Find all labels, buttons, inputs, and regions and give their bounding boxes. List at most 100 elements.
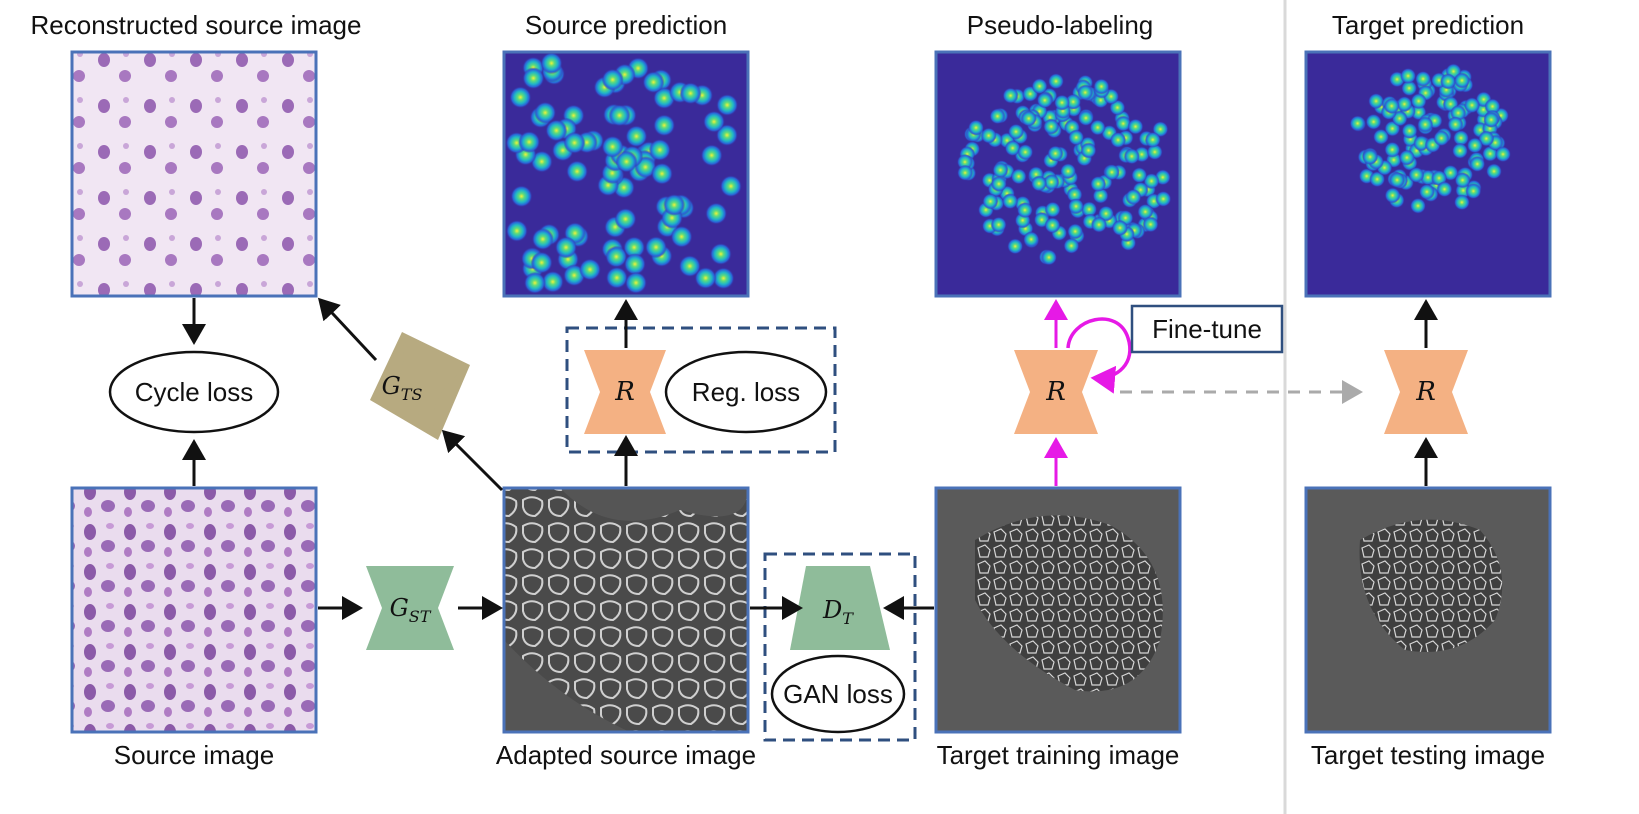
density-peak [700, 144, 723, 167]
arrow-gts-to-reconstructed [317, 297, 378, 362]
density-peak [1091, 216, 1107, 233]
source-image [70, 486, 318, 734]
density-peak [1090, 175, 1107, 192]
density-peak [703, 110, 725, 133]
density-peak [1112, 219, 1128, 236]
density-peak [1465, 183, 1482, 200]
caption-target-testing-image: Target testing image [1311, 740, 1545, 770]
density-peak [1398, 149, 1415, 166]
density-peak [1464, 97, 1480, 114]
r-target-symbol: R [1415, 377, 1436, 407]
density-peak [530, 251, 553, 274]
density-peak [1142, 216, 1159, 233]
density-peak [1466, 137, 1483, 154]
density-peak [1410, 197, 1426, 214]
arrow-adapted-to-gts [441, 429, 504, 492]
density-peak [1368, 93, 1385, 110]
density-peak [1144, 131, 1161, 148]
density-peak [615, 150, 638, 173]
density-peak [1400, 67, 1417, 84]
density-peak [1127, 118, 1144, 135]
svg-text:GST: GST [390, 594, 432, 626]
density-peak [1389, 172, 1406, 188]
density-peak [709, 243, 732, 265]
density-peak [1123, 148, 1140, 165]
adapted-source-image [502, 486, 750, 734]
density-peak [614, 208, 637, 230]
discriminator-d-t: DT [790, 566, 890, 650]
density-peak [534, 101, 557, 124]
density-peak [509, 86, 532, 109]
density-peak [1349, 115, 1366, 132]
density-peak [679, 82, 702, 105]
density-peak [670, 225, 693, 248]
density-peak [1008, 123, 1024, 140]
g-ts-symbol: G [382, 372, 401, 400]
density-peak [1383, 98, 1400, 114]
density-peak [1031, 175, 1047, 192]
density-peak [1155, 190, 1172, 207]
density-peak [1063, 237, 1080, 254]
density-peak [1093, 78, 1110, 95]
density-peak [645, 236, 667, 259]
density-peak [541, 270, 564, 293]
reg-loss-dashed-box [565, 326, 837, 454]
density-peak [982, 193, 999, 210]
d-t-symbol: D [822, 596, 842, 624]
density-peak [1010, 168, 1027, 185]
density-peak [1447, 116, 1464, 133]
target-prediction-heatmap [1304, 50, 1552, 298]
regressor-r-finetune: R [1014, 350, 1098, 434]
density-peak [1483, 111, 1500, 128]
density-peak [1020, 110, 1037, 127]
density-peak [1440, 73, 1457, 90]
density-peak [1077, 84, 1094, 101]
finetune-box [1130, 304, 1284, 354]
density-peak [1454, 72, 1470, 89]
g-st-subscript: ST [409, 607, 432, 626]
density-peak [1486, 163, 1502, 180]
density-peak [1017, 144, 1034, 161]
target-testing-image [1304, 486, 1552, 734]
density-peak [1453, 130, 1469, 146]
density-peak [990, 175, 1007, 192]
density-peak [1373, 128, 1389, 145]
density-peak [992, 162, 1009, 179]
g-ts-subscript: TS [401, 385, 423, 404]
density-peak [1077, 110, 1094, 126]
density-peak [678, 255, 701, 278]
density-peak [1384, 141, 1401, 158]
density-peak [642, 71, 665, 94]
density-peak [625, 125, 648, 148]
density-peak [505, 219, 528, 242]
density-peak [518, 131, 541, 153]
density-peak [1103, 164, 1120, 181]
density-peak [1081, 201, 1098, 218]
density-peak [1023, 231, 1040, 248]
density-peak [1043, 174, 1060, 191]
density-peak [1060, 163, 1077, 180]
density-peak [957, 164, 974, 181]
density-peak [531, 228, 554, 251]
density-peak [705, 202, 728, 225]
density-peak [1002, 87, 1019, 104]
caption-target-training-image: Target training image [937, 740, 1180, 770]
density-peak [1384, 187, 1401, 204]
density-peak [1007, 238, 1024, 255]
density-peak [1066, 186, 1083, 203]
density-peak [1362, 148, 1379, 165]
reg-loss-ellipse [664, 350, 828, 434]
density-peak [1143, 173, 1160, 190]
density-peak [1041, 249, 1057, 266]
density-peak [1068, 198, 1084, 215]
density-peak [1080, 142, 1097, 159]
reg-loss-label: Reg. loss [692, 377, 800, 407]
density-peak [648, 138, 671, 161]
density-peak [1369, 171, 1386, 188]
density-peak [1452, 142, 1468, 159]
gan-loss-ellipse [770, 654, 906, 734]
density-peak [1146, 144, 1163, 160]
density-peak [1454, 172, 1471, 189]
target-training-image [934, 486, 1182, 734]
